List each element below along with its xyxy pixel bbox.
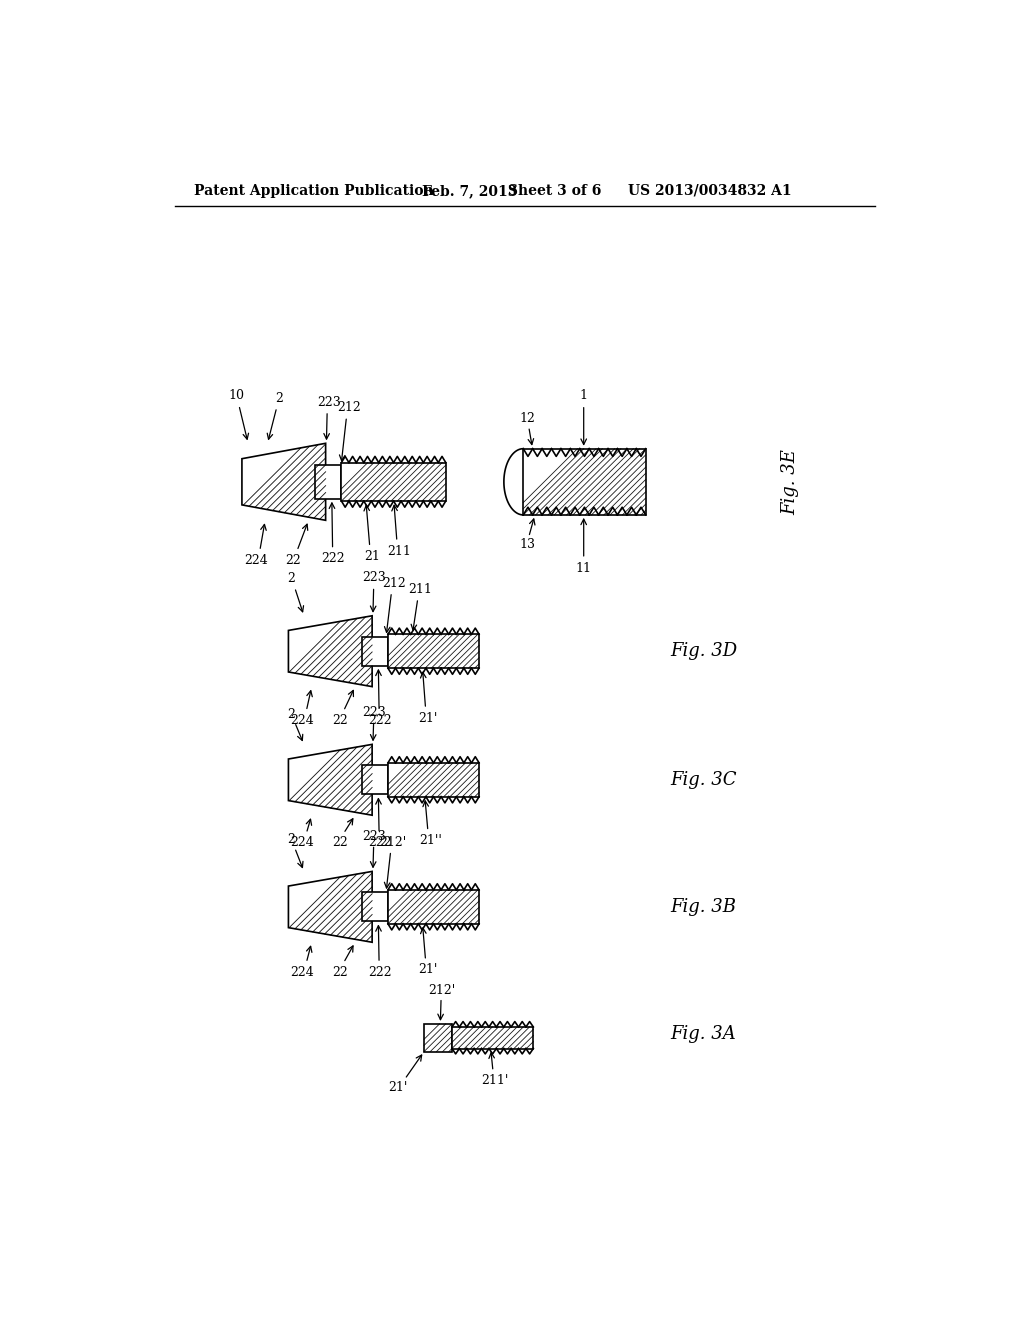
Bar <box>452 1027 534 1048</box>
Text: 211: 211 <box>409 583 432 597</box>
Bar <box>315 465 341 499</box>
Text: 224: 224 <box>244 554 267 566</box>
Text: 2: 2 <box>287 833 295 846</box>
Text: 222: 222 <box>368 714 392 727</box>
Text: Fig. 3E: Fig. 3E <box>781 449 800 515</box>
Polygon shape <box>289 615 372 686</box>
Text: 212: 212 <box>382 577 406 590</box>
Text: 13: 13 <box>519 539 536 552</box>
Bar <box>424 1024 452 1052</box>
Text: 21'': 21'' <box>419 834 441 847</box>
Text: Sheet 3 of 6: Sheet 3 of 6 <box>508 183 601 198</box>
Text: 223: 223 <box>362 829 386 842</box>
Text: 2: 2 <box>287 572 295 585</box>
Text: 22: 22 <box>332 714 347 727</box>
Bar <box>361 766 388 795</box>
Text: 22: 22 <box>332 837 347 850</box>
Bar <box>341 462 445 502</box>
Bar <box>523 449 646 515</box>
Text: 223: 223 <box>316 396 341 409</box>
Text: Fig. 3A: Fig. 3A <box>671 1024 736 1043</box>
Text: 1: 1 <box>580 389 588 403</box>
Text: US 2013/0034832 A1: US 2013/0034832 A1 <box>628 183 792 198</box>
Text: 211': 211' <box>481 1073 508 1086</box>
Text: 10: 10 <box>228 389 245 403</box>
Text: 21: 21 <box>365 550 380 564</box>
Text: Fig. 3B: Fig. 3B <box>671 898 736 916</box>
Text: 12: 12 <box>519 412 536 425</box>
Text: 222: 222 <box>322 552 345 565</box>
Bar <box>388 763 479 797</box>
Bar <box>388 890 479 924</box>
Text: 222: 222 <box>368 837 392 850</box>
Bar <box>361 636 388 665</box>
Polygon shape <box>289 871 372 942</box>
Text: 2: 2 <box>287 708 295 721</box>
Text: Patent Application Publication: Patent Application Publication <box>194 183 433 198</box>
Text: 224: 224 <box>291 714 314 727</box>
Text: 212': 212' <box>428 983 456 997</box>
Text: 212: 212 <box>337 401 360 414</box>
Text: Feb. 7, 2013: Feb. 7, 2013 <box>423 183 518 198</box>
Text: Fig. 3D: Fig. 3D <box>671 643 737 660</box>
Text: 22: 22 <box>286 554 301 566</box>
Text: 22: 22 <box>332 966 347 979</box>
Polygon shape <box>289 744 372 816</box>
Bar <box>361 892 388 921</box>
Polygon shape <box>242 444 326 520</box>
Text: 224: 224 <box>291 837 314 850</box>
Text: 224: 224 <box>291 966 314 979</box>
Text: 223: 223 <box>362 570 386 583</box>
Text: 21': 21' <box>388 1081 408 1094</box>
Bar <box>388 635 479 668</box>
Text: 11: 11 <box>575 561 592 574</box>
Text: 222: 222 <box>368 966 392 979</box>
Text: Fig. 3C: Fig. 3C <box>671 771 737 789</box>
Text: 212': 212' <box>380 836 407 849</box>
Text: 2: 2 <box>275 392 283 405</box>
Text: 211: 211 <box>387 545 412 557</box>
Text: 21': 21' <box>418 711 437 725</box>
Text: 223: 223 <box>362 705 386 718</box>
Text: 21': 21' <box>418 964 437 977</box>
